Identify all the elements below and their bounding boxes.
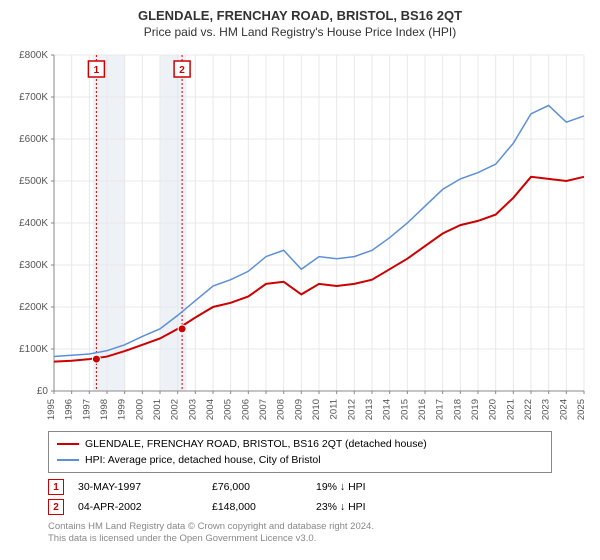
- svg-text:2021: 2021: [505, 399, 516, 420]
- chart-title: GLENDALE, FRENCHAY ROAD, BRISTOL, BS16 2…: [8, 8, 592, 23]
- legend: GLENDALE, FRENCHAY ROAD, BRISTOL, BS16 2…: [48, 431, 552, 473]
- svg-text:2006: 2006: [240, 399, 251, 420]
- svg-text:2019: 2019: [470, 399, 481, 420]
- svg-text:2012: 2012: [346, 399, 357, 420]
- svg-text:2024: 2024: [558, 399, 569, 420]
- marker-table: 1 30-MAY-1997 £76,000 19% ↓ HPI 2 04-APR…: [48, 477, 552, 517]
- svg-text:2007: 2007: [258, 399, 269, 420]
- marker-price: £148,000: [212, 501, 302, 513]
- svg-text:2015: 2015: [399, 399, 410, 420]
- svg-text:2013: 2013: [364, 399, 375, 420]
- svg-text:£500K: £500K: [19, 176, 48, 187]
- marker-row: 2 04-APR-2002 £148,000 23% ↓ HPI: [48, 497, 552, 517]
- svg-text:£0: £0: [37, 386, 49, 397]
- svg-text:2009: 2009: [293, 399, 304, 420]
- svg-text:1999: 1999: [117, 399, 128, 420]
- svg-text:2017: 2017: [435, 399, 446, 420]
- marker-delta: 19% ↓ HPI: [316, 481, 366, 493]
- svg-text:2020: 2020: [488, 399, 499, 420]
- marker-date: 30-MAY-1997: [78, 481, 198, 493]
- marker-number-box: 1: [48, 479, 64, 495]
- svg-text:1996: 1996: [64, 399, 75, 420]
- svg-text:2011: 2011: [329, 399, 340, 419]
- svg-text:2004: 2004: [205, 399, 216, 420]
- legend-label: GLENDALE, FRENCHAY ROAD, BRISTOL, BS16 2…: [85, 438, 427, 450]
- svg-text:2010: 2010: [311, 399, 322, 420]
- legend-item: HPI: Average price, detached house, City…: [57, 452, 543, 468]
- legend-label: HPI: Average price, detached house, City…: [85, 454, 321, 466]
- svg-text:£200K: £200K: [19, 302, 48, 313]
- svg-text:1997: 1997: [81, 399, 92, 420]
- chart-subtitle: Price paid vs. HM Land Registry's House …: [8, 25, 592, 39]
- svg-text:2016: 2016: [417, 399, 428, 420]
- marker-number: 1: [53, 482, 59, 493]
- svg-text:2003: 2003: [187, 399, 198, 420]
- marker-number-box: 2: [48, 499, 64, 515]
- svg-text:2022: 2022: [523, 399, 534, 420]
- svg-text:£100K: £100K: [19, 344, 48, 355]
- svg-text:2023: 2023: [541, 399, 552, 420]
- svg-text:1995: 1995: [46, 399, 57, 420]
- line-chart-svg: £0 £100K £200K £300K £400K £500K £600K £700K £80…: [8, 45, 592, 425]
- svg-text:2008: 2008: [276, 399, 287, 420]
- svg-text:2014: 2014: [382, 399, 393, 420]
- legend-swatch: [57, 443, 79, 445]
- marker-date: 04-APR-2002: [78, 501, 198, 513]
- svg-text:2001: 2001: [152, 399, 163, 420]
- svg-text:1: 1: [94, 65, 100, 76]
- legend-swatch: [57, 459, 79, 461]
- svg-text:£600K: £600K: [19, 134, 48, 145]
- marker-delta: 23% ↓ HPI: [316, 501, 366, 513]
- marker-number: 2: [53, 502, 59, 513]
- svg-text:£800K: £800K: [19, 50, 48, 61]
- svg-text:1998: 1998: [99, 399, 110, 420]
- svg-text:£700K: £700K: [19, 92, 48, 103]
- marker-row: 1 30-MAY-1997 £76,000 19% ↓ HPI: [48, 477, 552, 497]
- svg-text:£300K: £300K: [19, 260, 48, 271]
- svg-text:2025: 2025: [576, 399, 587, 420]
- svg-text:2: 2: [179, 65, 185, 76]
- chart-area: £0 £100K £200K £300K £400K £500K £600K £700K £80…: [8, 45, 592, 425]
- svg-text:2002: 2002: [170, 399, 181, 420]
- marker-price: £76,000: [212, 481, 302, 493]
- footnote-line: This data is licensed under the Open Gov…: [48, 533, 552, 545]
- svg-text:2005: 2005: [223, 399, 234, 420]
- svg-text:2000: 2000: [134, 399, 145, 420]
- svg-text:£400K: £400K: [19, 218, 48, 229]
- footnote-line: Contains HM Land Registry data © Crown c…: [48, 521, 552, 533]
- svg-text:2018: 2018: [452, 399, 463, 420]
- footnote: Contains HM Land Registry data © Crown c…: [48, 521, 552, 546]
- legend-item: GLENDALE, FRENCHAY ROAD, BRISTOL, BS16 2…: [57, 436, 543, 452]
